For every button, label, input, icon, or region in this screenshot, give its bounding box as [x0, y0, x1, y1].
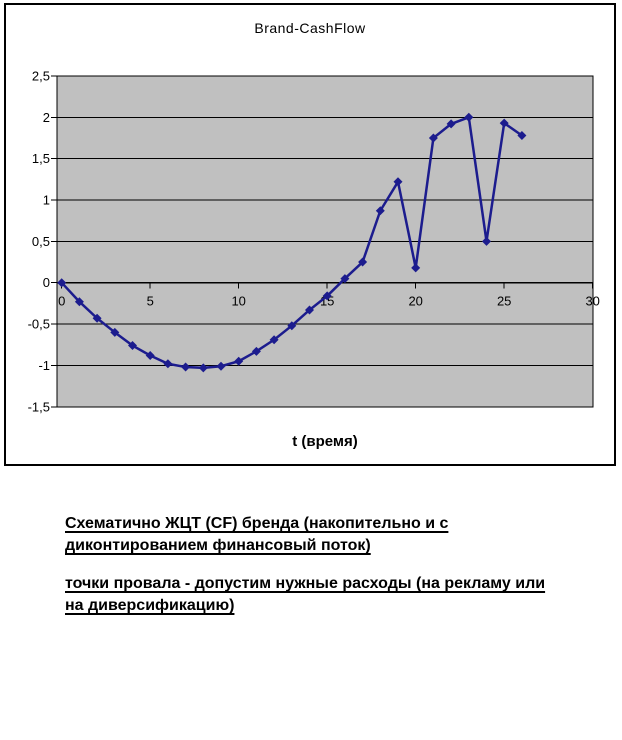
note-line: Схематично ЖЦТ (CF) бренда (накопительно…	[65, 515, 449, 532]
note-line: на диверсификацию)	[65, 597, 235, 614]
chart-frame: Brand-CashFlow 2,5 2 1,5 1 0,5 0 -0,5 -1 -1,5 0 5 1…	[4, 3, 616, 466]
x-tick-label: 20	[408, 294, 422, 309]
data-point-marker	[269, 335, 279, 345]
data-point-marker	[358, 257, 368, 267]
note-paragraph-2: точки провала - допустим нужные расходы …	[65, 573, 605, 617]
data-point-marker	[74, 297, 84, 307]
data-point-marker	[181, 362, 191, 372]
data-point-marker	[234, 356, 244, 366]
data-point-marker	[340, 274, 350, 284]
data-point-marker	[145, 350, 155, 360]
note-line: диконтированием финансовый поток)	[65, 537, 371, 554]
data-point-marker	[446, 119, 456, 129]
x-tick-label: 10	[231, 294, 245, 309]
chart-title: Brand-CashFlow	[254, 20, 366, 36]
y-tick-label: 2,5	[32, 68, 50, 83]
data-point-marker	[411, 263, 421, 273]
data-point-marker	[57, 278, 67, 288]
y-tick-label: -1	[38, 358, 50, 373]
y-tick-label: 0	[43, 275, 50, 290]
data-point-marker	[305, 305, 314, 315]
axis-tick-labels: 2,521,510,50-0,5-1-1,50 5 10 15 20 25 30	[28, 68, 600, 414]
annotation-notes: Схематично ЖЦТ (CF) бренда (накопительно…	[65, 513, 605, 633]
series-markers	[57, 112, 527, 373]
x-tick-label: 25	[497, 294, 511, 309]
x-tick-label: 0	[58, 294, 65, 309]
data-point-marker	[92, 313, 102, 323]
y-tick-label: 1	[43, 193, 50, 208]
data-point-marker	[499, 118, 509, 128]
plot-area: 2,521,510,50-0,5-1-1,50 5 10 15 20 25 30t (вре…	[28, 68, 600, 450]
note-line: точки провала - допустим нужные расходы …	[65, 575, 546, 592]
data-point-marker	[375, 206, 385, 216]
data-point-marker	[322, 291, 332, 301]
data-point-marker	[128, 341, 137, 351]
y-tick-label: 1,5	[32, 151, 50, 166]
data-point-marker	[517, 130, 527, 140]
note-paragraph-1: Схематично ЖЦТ (CF) бренда (накопительно…	[65, 513, 605, 557]
y-tick-label: -0,5	[28, 317, 50, 332]
x-axis-title: t (время)	[292, 433, 358, 450]
data-point-marker	[110, 327, 120, 337]
x-tick-label: 5	[147, 294, 154, 309]
data-point-marker	[393, 177, 403, 187]
y-tick-label: 0,5	[32, 234, 50, 249]
x-tick-label: 30	[585, 294, 599, 309]
data-point-marker	[198, 363, 208, 373]
data-point-marker	[251, 346, 261, 356]
data-point-marker	[216, 361, 226, 371]
y-tick-label: 2	[43, 110, 50, 125]
y-tick-label: -1,5	[28, 399, 50, 414]
data-point-marker	[482, 236, 491, 246]
data-point-marker	[428, 133, 438, 143]
data-point-marker	[163, 359, 173, 369]
data-point-marker	[464, 112, 474, 122]
data-point-marker	[287, 321, 297, 331]
